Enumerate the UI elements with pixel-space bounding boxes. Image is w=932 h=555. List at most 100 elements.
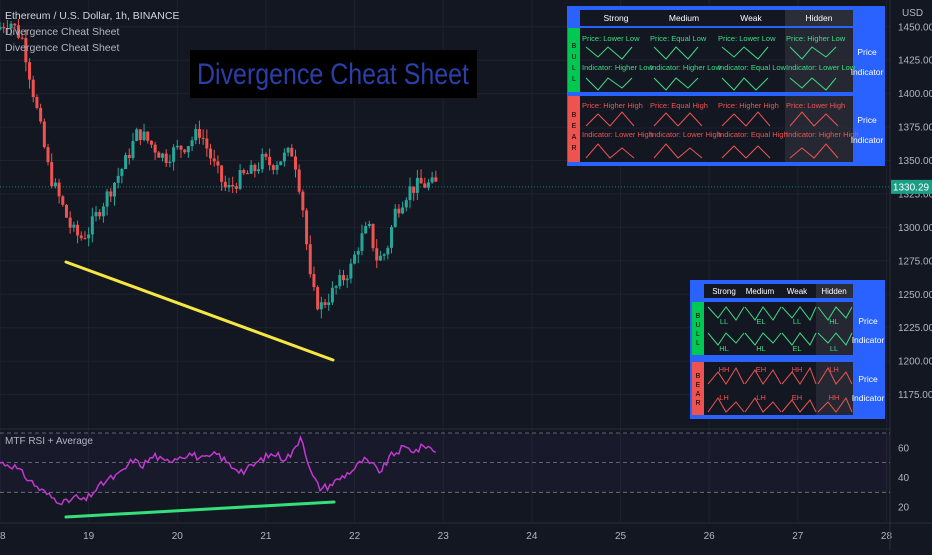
candle[interactable] (349, 258, 353, 284)
candle[interactable] (360, 224, 364, 256)
candle[interactable] (135, 127, 139, 142)
candle[interactable] (35, 94, 39, 110)
candle[interactable] (245, 170, 249, 175)
candle[interactable] (426, 179, 430, 191)
indicator-label[interactable]: Divergence Cheat Sheet (5, 42, 119, 54)
candle[interactable] (172, 144, 176, 171)
candle[interactable] (430, 171, 434, 184)
candle[interactable] (124, 152, 128, 170)
candle[interactable] (378, 250, 382, 261)
candle[interactable] (153, 141, 157, 160)
candle[interactable] (105, 188, 109, 216)
candle[interactable] (42, 118, 46, 149)
candle[interactable] (434, 170, 438, 182)
candle[interactable] (286, 146, 290, 157)
candle[interactable] (330, 281, 334, 305)
rsi-line[interactable] (0, 435, 437, 506)
candle[interactable] (179, 145, 183, 158)
candle[interactable] (16, 19, 20, 40)
candle[interactable] (116, 167, 120, 189)
candle[interactable] (24, 29, 28, 72)
candle[interactable] (408, 177, 412, 209)
candle[interactable] (386, 245, 390, 260)
candle[interactable] (90, 207, 94, 243)
indicator-label[interactable]: Divergence Cheat Sheet (5, 26, 119, 38)
candle[interactable] (5, 20, 9, 34)
rsi-axis[interactable]: 60 40 20 (898, 443, 910, 513)
candle[interactable] (249, 160, 253, 175)
candle[interactable] (120, 167, 124, 184)
candle[interactable] (316, 285, 320, 311)
candle[interactable] (371, 223, 375, 252)
candle[interactable] (31, 75, 35, 103)
candle[interactable] (87, 227, 91, 247)
candle[interactable] (101, 202, 105, 223)
candle[interactable] (279, 161, 283, 166)
candle[interactable] (356, 247, 360, 264)
candle[interactable] (61, 195, 65, 207)
candle[interactable] (264, 152, 268, 161)
candle[interactable] (83, 231, 87, 240)
candle[interactable] (301, 189, 305, 218)
candle[interactable] (113, 182, 117, 206)
candle[interactable] (275, 161, 279, 175)
candle[interactable] (57, 178, 61, 204)
candle[interactable] (382, 252, 386, 261)
candle[interactable] (253, 163, 257, 178)
candle[interactable] (197, 120, 201, 145)
candle[interactable] (109, 188, 113, 202)
candle[interactable] (201, 129, 205, 145)
candle[interactable] (305, 208, 309, 251)
candle[interactable] (412, 186, 416, 201)
candle[interactable] (186, 145, 190, 158)
rsi-indicator-label[interactable]: MTF RSI + Average (5, 436, 93, 447)
candle[interactable] (367, 220, 371, 229)
candle[interactable] (13, 23, 17, 31)
candle[interactable] (161, 152, 165, 162)
candle[interactable] (131, 132, 135, 161)
price-axis[interactable]: 1450.00 1425.00 1400.00 1375.00 1350.00 1325.… (898, 22, 932, 401)
candle[interactable] (68, 211, 72, 234)
candle[interactable] (138, 129, 142, 146)
candle[interactable] (415, 169, 419, 200)
candle[interactable] (212, 149, 216, 167)
candle[interactable] (227, 177, 231, 193)
candle[interactable] (190, 136, 194, 152)
candle[interactable] (28, 58, 32, 89)
candle[interactable] (419, 169, 423, 184)
candle[interactable] (146, 131, 150, 144)
candle[interactable] (50, 153, 54, 189)
candle[interactable] (242, 168, 246, 176)
time-axis[interactable]: 18 19 20 21 22 23 24 25 26 27 28 (0, 531, 892, 542)
candle[interactable] (375, 239, 379, 269)
candle[interactable] (0, 21, 2, 31)
candle[interactable] (149, 140, 153, 148)
candle[interactable] (257, 162, 261, 175)
candle[interactable] (312, 266, 316, 291)
candle[interactable] (183, 149, 187, 155)
price-trendline[interactable] (64, 260, 335, 362)
candle[interactable] (404, 197, 408, 212)
candle[interactable] (94, 206, 98, 222)
candle[interactable] (194, 124, 198, 145)
candle[interactable] (327, 293, 331, 311)
candle[interactable] (290, 144, 294, 157)
candle[interactable] (282, 148, 286, 167)
candle[interactable] (64, 204, 68, 219)
candle[interactable] (168, 154, 172, 168)
candle[interactable] (79, 231, 83, 241)
candle[interactable] (390, 224, 394, 254)
candle[interactable] (223, 175, 227, 192)
candle[interactable] (353, 250, 357, 265)
rsi-trendline[interactable] (64, 500, 336, 519)
candles[interactable] (0, 19, 438, 319)
candle[interactable] (238, 163, 242, 191)
candle[interactable] (220, 164, 224, 191)
candle[interactable] (164, 149, 168, 167)
candle[interactable] (46, 143, 50, 166)
candle[interactable] (39, 103, 43, 124)
candle[interactable] (157, 150, 161, 158)
candle[interactable] (127, 148, 131, 165)
